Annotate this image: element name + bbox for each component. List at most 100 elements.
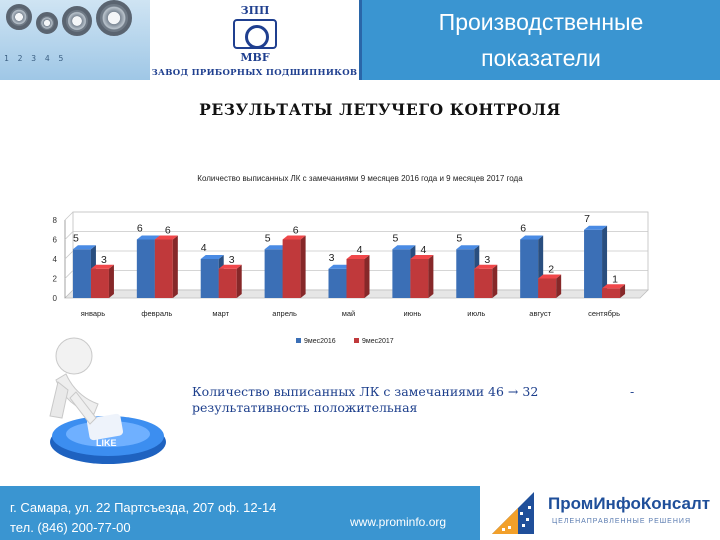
prominfo-logo-icon — [492, 492, 534, 534]
bar-9мес2017 — [602, 288, 621, 298]
prominfo-company-name: ПромИнфоКонсалт — [548, 494, 711, 513]
bar-top — [538, 274, 562, 279]
page-title-line1: Производственные — [438, 9, 644, 35]
bearing-icon — [36, 12, 58, 34]
bar-9мес2016 — [392, 249, 411, 298]
ruler: 1 2 3 4 5 — [4, 54, 66, 63]
x-tick-label: июнь — [403, 309, 421, 318]
y-tick-label: 0 — [53, 294, 58, 303]
data-label: 5 — [265, 232, 271, 244]
bar-9мес2016 — [136, 239, 155, 298]
legend-swatch — [296, 338, 301, 343]
bar-top — [328, 264, 352, 269]
y-tick-label: 2 — [53, 275, 58, 284]
bar-top — [282, 235, 306, 240]
bar-9мес2016 — [200, 259, 219, 298]
x-tick-label: сентябрь — [588, 309, 620, 318]
x-tick-label: август — [529, 309, 551, 318]
legend-swatch — [354, 338, 359, 343]
bar-top — [264, 245, 288, 250]
bar-top — [72, 245, 96, 250]
logo-emblem-icon — [233, 19, 277, 49]
page-title: Производственные показатели — [362, 4, 720, 76]
bar-side — [428, 255, 434, 298]
bar-9мес2017 — [346, 259, 365, 298]
data-label: 5 — [73, 232, 79, 244]
bar-9мес2016 — [584, 229, 603, 298]
section-title: РЕЗУЛЬТАТЫ ЛЕТУЧЕГО КОНТРОЛЯ — [199, 100, 561, 119]
page-title-line2: показатели — [481, 45, 601, 71]
bar-9мес2017 — [282, 239, 301, 298]
bar-side — [300, 235, 306, 298]
bearing-icon — [6, 4, 32, 30]
summary-note: Количество выписанных ЛК с замечаниями 4… — [192, 384, 652, 416]
footer-website-link[interactable]: www.prominfo.org — [350, 515, 447, 529]
bar-side — [492, 264, 498, 298]
summary-dash: - — [630, 384, 635, 399]
data-label: 3 — [101, 254, 107, 266]
footer-phone: тел. (846) 200-77-00 — [10, 520, 131, 535]
gridline — [64, 231, 648, 240]
prominfo-tagline: ЦЕЛЕНАПРАВЛЕННЫЕ РЕШЕНИЯ — [552, 518, 691, 525]
data-label: 5 — [392, 232, 398, 244]
bar-top — [584, 225, 608, 230]
data-label: 6 — [165, 225, 171, 237]
data-label: 3 — [484, 254, 490, 266]
bar-9мес2016 — [264, 249, 283, 298]
bar-chart: 0 2 4 6 8 5 3 январь 6 6 февраль 4 3 март 5 6 апрель 3 4 ма… — [53, 211, 649, 345]
bar-side — [620, 284, 626, 298]
bar-top — [346, 255, 370, 259]
y-tick-label: 6 — [53, 236, 58, 245]
bar-9мес2016 — [456, 249, 475, 298]
bar-9мес2016 — [72, 249, 91, 298]
x-tick-label: май — [342, 309, 356, 318]
bar-9мес2017 — [154, 239, 173, 298]
summary-line2: результативность положительная — [192, 400, 418, 415]
bar-top — [392, 245, 416, 250]
bar-top — [602, 284, 626, 289]
data-label: 7 — [584, 213, 590, 225]
x-tick-label: январь — [81, 309, 105, 318]
footer-address: г. Самара, ул. 22 Партсъезда, 207 оф. 12… — [10, 500, 277, 515]
bar-side — [172, 235, 178, 298]
data-label: 3 — [329, 252, 335, 264]
header: 1 2 3 4 5 ЗПП MBF ЗАВОД ПРИБОРНЫХ ПОДШИП… — [0, 0, 720, 80]
header-title-panel — [362, 0, 720, 80]
bearings-banner: 1 2 3 4 5 — [0, 0, 150, 80]
bar-side — [108, 264, 114, 298]
y-tick-label: 8 — [53, 216, 58, 225]
gridline — [64, 211, 648, 221]
legend-label: 9мес2016 — [304, 338, 336, 345]
like-button-label: LIKE — [96, 438, 117, 448]
bar-side — [602, 225, 608, 298]
bar-side — [236, 264, 242, 298]
bar-9мес2017 — [474, 268, 493, 298]
y-tick-label: 4 — [53, 255, 58, 264]
x-tick-label: июль — [467, 309, 485, 318]
bar-top — [520, 235, 544, 240]
data-label: 6 — [293, 225, 299, 237]
company-logo: ЗПП MBF ЗАВОД ПРИБОРНЫХ ПОДШИПНИКОВ — [150, 0, 362, 80]
logo-caption: ЗАВОД ПРИБОРНЫХ ПОДШИПНИКОВ — [151, 68, 358, 78]
summary-line1: Количество выписанных ЛК с замечаниями 4… — [192, 384, 539, 399]
data-label: 6 — [520, 223, 526, 235]
bar-top — [218, 264, 242, 269]
bar-9мес2017 — [410, 259, 429, 298]
bar-9мес2017 — [538, 278, 557, 298]
bearing-icon — [62, 6, 92, 36]
bar-top — [200, 255, 224, 259]
bar-9мес2017 — [90, 268, 109, 298]
bar-top — [456, 245, 480, 250]
prominfo-logo: ПромИнфоКонсалт ЦЕЛЕНАПРАВЛЕННЫЕ РЕШЕНИЯ — [480, 486, 720, 540]
data-label: 1 — [612, 273, 618, 285]
bar-side — [556, 274, 562, 298]
bar-top — [410, 255, 434, 259]
data-label: 4 — [201, 242, 207, 254]
bar-top — [136, 235, 160, 240]
x-tick-label: апрель — [272, 309, 297, 318]
bar-side — [364, 255, 370, 298]
data-label: 6 — [137, 223, 143, 235]
x-tick-label: февраль — [141, 309, 172, 318]
footer-contacts: г. Самара, ул. 22 Партсъезда, 207 оф. 12… — [10, 498, 276, 538]
data-label: 4 — [357, 244, 363, 256]
